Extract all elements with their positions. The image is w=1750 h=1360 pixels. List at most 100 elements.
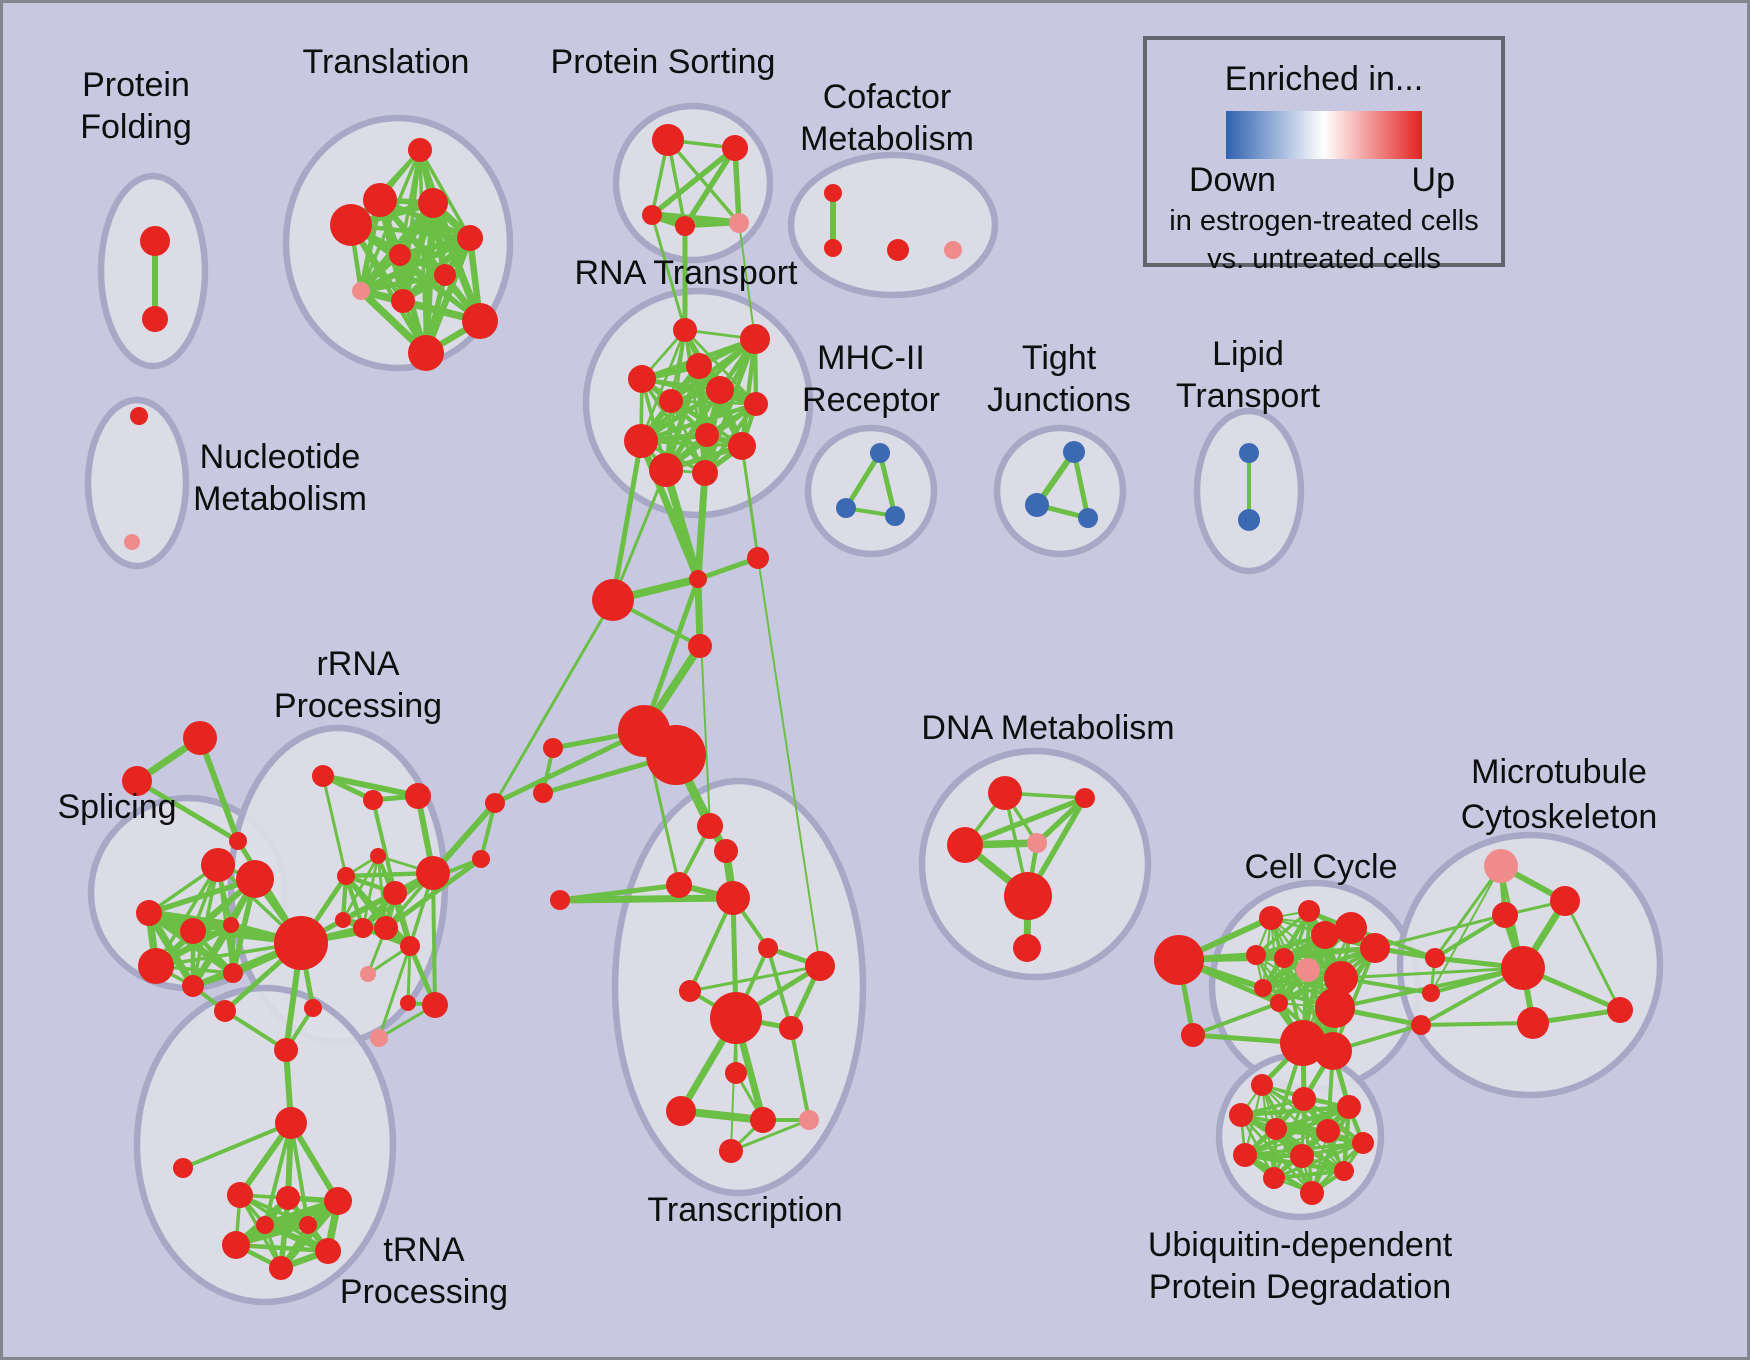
node-cc12 bbox=[1315, 988, 1355, 1028]
node-ps4 bbox=[675, 216, 695, 236]
node-tn1 bbox=[275, 1107, 307, 1139]
cluster-transcription bbox=[611, 777, 867, 1197]
node-rt4 bbox=[628, 365, 656, 393]
node-tn8 bbox=[269, 1256, 293, 1280]
node-br3 bbox=[1411, 1015, 1431, 1035]
node-rt1 bbox=[673, 318, 697, 342]
cluster-label-lipid-transport: Lipid bbox=[1212, 335, 1284, 373]
node-br2 bbox=[1422, 984, 1440, 1002]
node-cc6 bbox=[1246, 945, 1266, 965]
node-ub11 bbox=[1263, 1167, 1285, 1189]
node-tx8 bbox=[710, 992, 762, 1044]
node-nm1 bbox=[130, 407, 148, 425]
node-b1 bbox=[485, 793, 505, 813]
cluster-label-dna-metabolism: DNA Metabolism bbox=[921, 709, 1174, 747]
node-rrb1 bbox=[214, 1000, 236, 1022]
node-dm3 bbox=[947, 827, 983, 863]
node-rt7 bbox=[744, 392, 768, 416]
node-cc4 bbox=[1335, 912, 1367, 944]
node-lt2 bbox=[1238, 509, 1260, 531]
node-tx11 bbox=[666, 1096, 696, 1126]
node-nm2 bbox=[124, 534, 140, 550]
node-ub6 bbox=[1316, 1119, 1340, 1143]
node-ub9 bbox=[1290, 1144, 1314, 1168]
node-dm1 bbox=[988, 776, 1022, 810]
cluster-label-lipid-transport: Transport bbox=[1176, 377, 1321, 415]
node-sp7 bbox=[182, 975, 204, 997]
node-rt8 bbox=[695, 423, 719, 447]
node-tx1 bbox=[697, 813, 723, 839]
cluster-label-nucleotide-metabolism: Nucleotide bbox=[200, 438, 361, 476]
node-tr10 bbox=[462, 303, 498, 339]
node-cm2 bbox=[824, 239, 842, 257]
cluster-label-splicing: Splicing bbox=[57, 788, 176, 826]
node-sp1 bbox=[201, 848, 235, 882]
node-ub8 bbox=[1233, 1143, 1257, 1167]
node-t3 bbox=[229, 832, 247, 850]
node-cc7 bbox=[1274, 948, 1294, 968]
node-rr7 bbox=[416, 856, 450, 890]
node-c4 bbox=[688, 634, 712, 658]
node-cc10 bbox=[1254, 979, 1272, 997]
node-rr6 bbox=[383, 881, 407, 905]
node-lt1 bbox=[1239, 443, 1259, 463]
node-tn9 bbox=[256, 1216, 274, 1234]
cluster-label-cofactor-metabolism: Metabolism bbox=[800, 120, 974, 158]
legend-caption-line2: vs. untreated cells bbox=[1207, 243, 1441, 275]
node-cco bbox=[1154, 935, 1204, 985]
node-tr8 bbox=[352, 282, 370, 300]
cluster-label-transcription: Transcription bbox=[647, 1191, 842, 1229]
node-dm6 bbox=[1013, 934, 1041, 962]
cluster-label-rrna-processing: rRNA bbox=[316, 645, 399, 683]
node-rr13 bbox=[370, 1029, 388, 1047]
node-t1 bbox=[183, 721, 217, 755]
node-rrb2 bbox=[304, 999, 322, 1017]
node-t2 bbox=[122, 766, 152, 796]
cluster-label-translation: Translation bbox=[303, 43, 470, 81]
node-tn6 bbox=[222, 1231, 250, 1259]
node-lf bbox=[550, 890, 570, 910]
node-tx5 bbox=[758, 938, 778, 958]
node-dm2 bbox=[1075, 788, 1095, 808]
node-tx2 bbox=[714, 839, 738, 863]
node-mh3 bbox=[885, 506, 905, 526]
cluster-trna-processing bbox=[133, 984, 397, 1306]
legend-endpoint-labels: Down Up bbox=[1147, 161, 1501, 200]
node-rr4 bbox=[370, 848, 386, 864]
node-mc2 bbox=[1550, 886, 1580, 916]
cluster-label-trna-processing: tRNA bbox=[383, 1231, 465, 1269]
node-sp6 bbox=[138, 948, 174, 984]
node-sp5 bbox=[223, 917, 239, 933]
cluster-label-tight-junctions: Junctions bbox=[987, 381, 1131, 419]
node-sp8 bbox=[223, 963, 243, 983]
node-l1 bbox=[543, 738, 563, 758]
node-ub7 bbox=[1352, 1132, 1374, 1154]
node-cc3 bbox=[1311, 921, 1339, 949]
node-ps5 bbox=[729, 213, 749, 233]
node-tx4 bbox=[716, 881, 750, 915]
node-tn4 bbox=[276, 1186, 300, 1210]
node-rr5 bbox=[337, 867, 355, 885]
node-ps1 bbox=[652, 124, 684, 156]
node-sp4 bbox=[180, 918, 206, 944]
node-rt11 bbox=[649, 453, 683, 487]
cluster-cofactor-metabolism bbox=[787, 151, 999, 299]
node-rrb4 bbox=[422, 992, 448, 1018]
node-dm5 bbox=[1004, 872, 1052, 920]
node-cm4 bbox=[944, 241, 962, 259]
node-cc2 bbox=[1298, 900, 1320, 922]
node-tn3 bbox=[227, 1182, 253, 1208]
cluster-label-cell-cycle: Cell Cycle bbox=[1244, 848, 1397, 886]
node-tx6 bbox=[679, 980, 701, 1002]
node-ub4 bbox=[1229, 1103, 1253, 1127]
node-mc3 bbox=[1492, 902, 1518, 928]
network-canvas: Protein Folding Translation Protein Sorting… bbox=[57, 43, 1664, 1311]
node-mc5 bbox=[1517, 1007, 1549, 1039]
node-tr1 bbox=[408, 138, 432, 162]
node-tr6 bbox=[389, 244, 411, 266]
node-rt5 bbox=[706, 376, 734, 404]
node-cc1 bbox=[1259, 906, 1283, 930]
node-rt3 bbox=[686, 353, 712, 379]
node-pf2 bbox=[142, 306, 168, 332]
node-tx7 bbox=[805, 951, 835, 981]
